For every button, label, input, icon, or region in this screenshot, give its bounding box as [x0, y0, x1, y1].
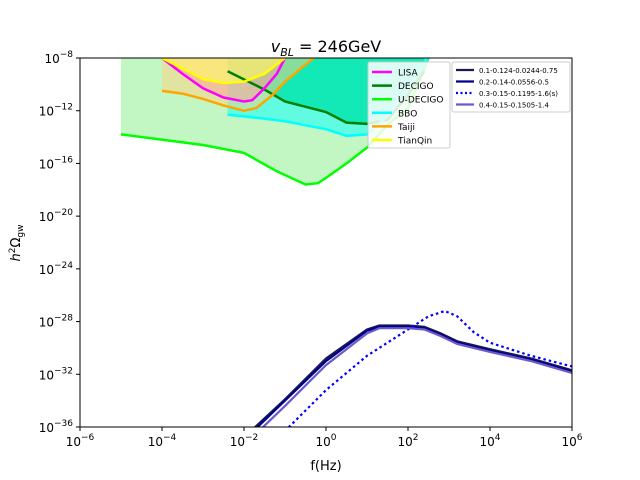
- series-line-2: [256, 325, 572, 427]
- y-tick-label: 10−24: [39, 261, 74, 277]
- ylabel-sup: 2: [8, 248, 18, 254]
- x-tick-label: 10−6: [66, 433, 95, 449]
- y-tick-label: 10−8: [44, 50, 73, 66]
- x-ticks: 10−6 10−4 10−2 100 102 104 106: [66, 427, 583, 449]
- series-legend-box: [451, 61, 571, 113]
- legend-label-u-decigo: U-DECIGO: [398, 96, 443, 106]
- x-tick-label: 104: [479, 433, 500, 449]
- y-tick-label: 10−32: [39, 366, 73, 382]
- chart-title: vBL = 246GeV: [271, 37, 382, 59]
- legend-label-decigo: DECIGO: [398, 82, 434, 92]
- y-axis-label: h2Ωgw: [8, 225, 26, 262]
- y-tick-label: 10−12: [39, 103, 73, 119]
- x-tick-label: 102: [397, 433, 418, 449]
- series-legend-label-2: 0.2-0.14-0.0556-0.5: [479, 79, 549, 87]
- legend-label-tianqin: TianQin: [397, 137, 432, 147]
- ylabel-main: h: [9, 253, 24, 261]
- spectrum-series: [253, 309, 572, 427]
- legend-label-lisa: LISA: [398, 69, 419, 79]
- x-tick-label: 106: [561, 433, 582, 449]
- series-legend: 0.1-0.124-0.0244-0.75 0.2-0.14-0.0556-0.5…: [451, 61, 571, 113]
- legend-label-bbo: BBO: [398, 109, 417, 119]
- y-tick-label: 10−20: [39, 208, 74, 224]
- x-tick-label: 100: [315, 433, 336, 449]
- title-main: v: [271, 37, 281, 56]
- curve-tianqin: [161, 58, 286, 85]
- series-legend-label-4: 0.4-0.15-0.1505-1.4: [479, 102, 549, 110]
- title-sub: BL: [280, 46, 294, 59]
- curve-taiji: [161, 58, 315, 112]
- x-tick-label: 10−4: [148, 433, 177, 449]
- x-axis-label: f(Hz): [310, 459, 341, 474]
- title-rest: = 246GeV: [294, 37, 381, 56]
- y-tick-label: 10−28: [39, 314, 74, 330]
- series-legend-label-1: 0.1-0.124-0.0244-0.75: [479, 67, 558, 75]
- series-line-4: [261, 327, 572, 427]
- ylabel-omega: Ω: [9, 238, 24, 248]
- x-tick-label: 10−2: [230, 433, 259, 449]
- y-ticks: 10−36 10−32 10−28 10−24 10−20 10−16 10−12 10−8: [39, 50, 80, 435]
- curve-lisa: [161, 58, 287, 103]
- y-tick-label: 10−16: [39, 155, 74, 171]
- detector-legend: LISA DECIGO U-DECIGO BBO Taiji TianQin: [367, 61, 451, 149]
- sensitivity-curves: [120, 58, 430, 186]
- series-line-3: [287, 309, 572, 427]
- legend-label-taiji: Taiji: [397, 123, 415, 133]
- series-legend-label-3: 0.3-0.15-0.1195-1.6(s): [479, 90, 558, 98]
- y-tick-label: 10−36: [39, 419, 74, 435]
- ylabel-sub: gw: [16, 225, 26, 238]
